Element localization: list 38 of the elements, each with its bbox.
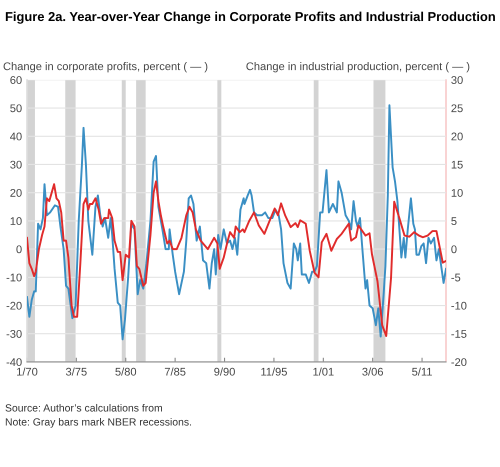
line-series bbox=[27, 180, 446, 337]
y-tick-label: 50 bbox=[10, 104, 22, 112]
y2-tick-label: 0 bbox=[451, 245, 457, 254]
y2-tick-label: 25 bbox=[451, 104, 463, 112]
y-tick-label: -30 bbox=[6, 330, 22, 338]
y2-tick-label: 15 bbox=[452, 160, 463, 169]
chart-title: Figure 2a. Year-over-Year Change in Corporate Profits and Industrial Production bbox=[6, 12, 495, 24]
x-tick-label: 11/95 bbox=[261, 367, 287, 376]
y2-tick-label: 10 bbox=[452, 188, 463, 197]
y2-tick-label: 20 bbox=[451, 132, 463, 140]
x-tick-label: 1/70 bbox=[17, 367, 38, 376]
x-tick-label: 1/01 bbox=[313, 367, 334, 376]
x-tick-label: 3/06 bbox=[362, 367, 383, 376]
line-series bbox=[27, 104, 446, 340]
y-tick-label: 40 bbox=[10, 132, 22, 140]
source-note: Source: Author’s calculations from bbox=[5, 404, 162, 412]
y-tick-label: 30 bbox=[10, 160, 22, 169]
x-tick-label: 9/90 bbox=[214, 367, 235, 376]
y2-tick-label: -20 bbox=[451, 358, 466, 366]
y2-tick-label: -10 bbox=[451, 302, 466, 310]
y-tick-label: 0 bbox=[16, 245, 22, 254]
y2-axis-title: Change in industrial production, percent ( — ) bbox=[246, 62, 470, 72]
y-tick-label: 10 bbox=[10, 217, 22, 226]
x-tick-label: 7/85 bbox=[164, 367, 186, 376]
y-tick-label: -10 bbox=[6, 274, 22, 282]
y2-tick-label: 30 bbox=[451, 76, 463, 84]
y-tick-label: -40 bbox=[6, 358, 22, 366]
x-tick-label: 5/11 bbox=[412, 367, 432, 376]
y2-tick-label: -5 bbox=[451, 274, 460, 282]
y-tick-label: 20 bbox=[10, 188, 22, 197]
x-tick-label: 5/80 bbox=[115, 367, 136, 376]
y2-tick-label: -15 bbox=[451, 330, 466, 338]
y-tick-label: 60 bbox=[10, 76, 22, 84]
text: Note: Gray bars mark NBER recessions. bbox=[6, 418, 192, 428]
y-tick-label: -20 bbox=[6, 302, 22, 310]
y-axis-title: Change in corporate profits, percent ( — ) bbox=[4, 62, 208, 72]
y2-tick-label: 5 bbox=[451, 217, 457, 226]
x-tick-label: 3/75 bbox=[66, 367, 87, 376]
